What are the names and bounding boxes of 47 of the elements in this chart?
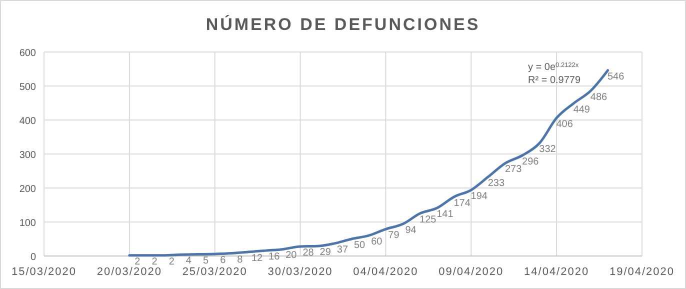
data-label: 94 xyxy=(405,225,417,236)
data-label: 174 xyxy=(454,198,471,209)
data-label: 194 xyxy=(470,191,488,202)
y-tick-label: 100 xyxy=(19,218,36,229)
data-label: 332 xyxy=(539,144,556,156)
y-tick-label: 300 xyxy=(19,150,36,161)
x-tick-label: 15/03/2020 xyxy=(11,266,77,278)
x-tick-label: 20/03/2020 xyxy=(96,266,162,278)
data-label: 60 xyxy=(371,236,383,248)
data-label: 2 xyxy=(134,256,141,268)
annotation: y = 0e$^{0.2122x}$ xyxy=(528,62,580,73)
data-label: 16 xyxy=(268,252,280,263)
data-label: 2 xyxy=(152,256,158,268)
x-tick-label: 04/04/2020 xyxy=(353,266,418,278)
y-tick-label: 600 xyxy=(19,48,36,59)
y-tick-label: 400 xyxy=(19,116,36,127)
data-label: 8 xyxy=(237,254,244,266)
x-tick-label: 25/03/2020 xyxy=(182,266,248,278)
data-label: 296 xyxy=(522,156,540,168)
x-tick-label: 14/04/2020 xyxy=(524,266,590,278)
data-label: 37 xyxy=(336,244,348,256)
data-label: 273 xyxy=(504,164,522,176)
data-label: 546 xyxy=(607,71,625,82)
data-label: 125 xyxy=(420,214,437,226)
x-tick-label: 19/04/2020 xyxy=(609,266,675,278)
data-label: 50 xyxy=(354,240,366,251)
chart-title: NÚMERO DE DEFUNCIONES xyxy=(206,14,480,34)
data-label: 79 xyxy=(388,230,400,242)
data-label: 233 xyxy=(488,178,506,189)
data-label: 12 xyxy=(251,252,264,264)
data-label: 6 xyxy=(220,254,226,266)
data-label: 20 xyxy=(286,250,298,262)
y-tick-label: 200 xyxy=(19,184,36,195)
annotation: R² = 0.9779 xyxy=(528,75,581,86)
x-tick-label: 09/04/2020 xyxy=(438,266,504,278)
y-tick-label: 0 xyxy=(30,252,36,263)
data-label: 2 xyxy=(168,256,175,268)
data-label: 141 xyxy=(436,209,454,220)
x-tick-label: 30/03/2020 xyxy=(268,266,333,278)
data-label: 4 xyxy=(186,256,192,267)
data-label: 28 xyxy=(302,247,314,258)
data-label: 29 xyxy=(320,247,332,258)
data-label: 449 xyxy=(573,104,590,116)
data-label: 406 xyxy=(556,118,574,130)
y-tick-label: 500 xyxy=(19,82,36,93)
data-label: 486 xyxy=(590,92,608,103)
data-label: 5 xyxy=(202,255,209,266)
